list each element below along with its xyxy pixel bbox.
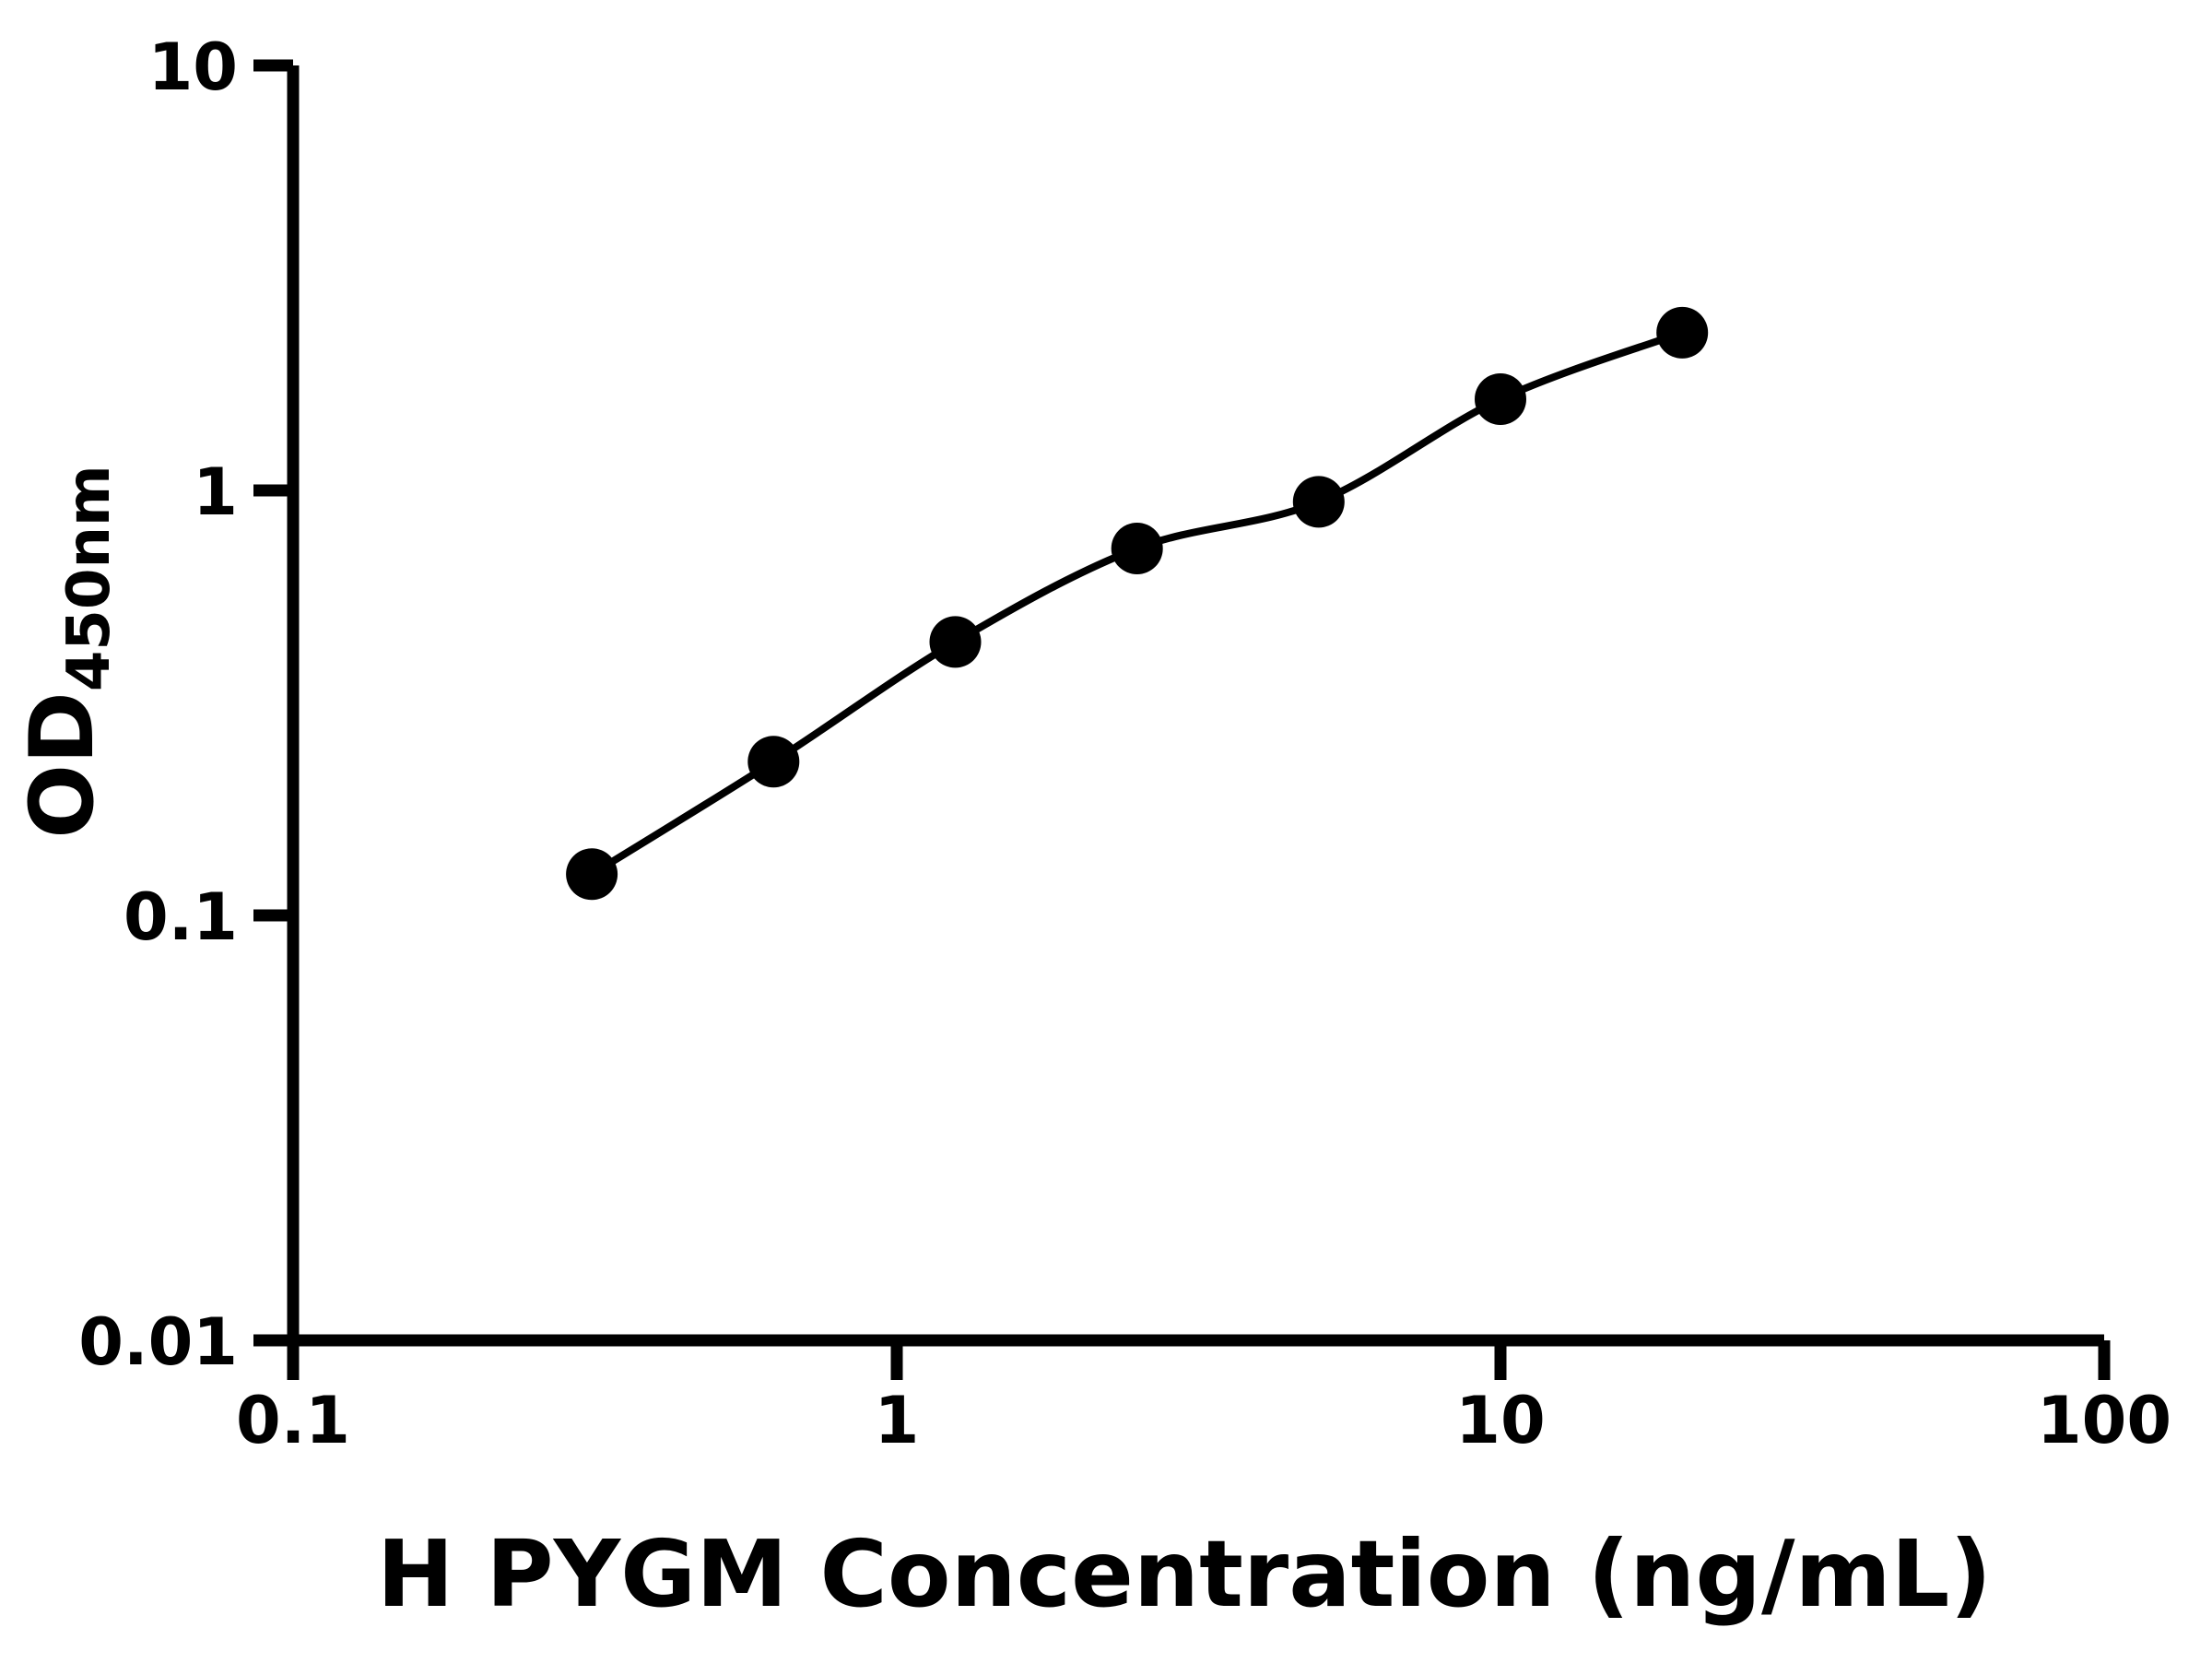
data-point-marker	[566, 848, 618, 901]
y-tick-label: 10	[148, 29, 238, 105]
data-point-marker	[1656, 306, 1709, 359]
y-tick-label: 0.01	[78, 1304, 238, 1380]
series-layer	[566, 306, 1709, 901]
x-tick-label: 100	[2037, 1383, 2171, 1458]
x-tick-label: 0.1	[236, 1383, 350, 1458]
data-point-marker	[1111, 523, 1163, 574]
axes-layer	[287, 65, 2104, 1347]
data-point-marker	[747, 736, 800, 788]
y-axis-title-main: OD	[12, 691, 113, 839]
x-tick-label: 1	[875, 1383, 920, 1458]
data-point-marker	[1292, 476, 1345, 528]
x-axis-title: H PYGM Concentration (ng/mL)	[377, 1520, 1992, 1628]
axis-spine	[287, 65, 2104, 1347]
data-point-marker	[929, 616, 982, 668]
x-tick-label: 10	[1455, 1383, 1545, 1458]
y-tick-label: 0.1	[124, 879, 238, 955]
y-axis-title-sub: 450nm	[55, 465, 124, 691]
y-axis-title: OD450nm	[12, 465, 124, 838]
y-tick-label: 1	[193, 454, 238, 530]
data-point-marker	[1475, 373, 1526, 425]
tick-layer	[253, 59, 2111, 1380]
